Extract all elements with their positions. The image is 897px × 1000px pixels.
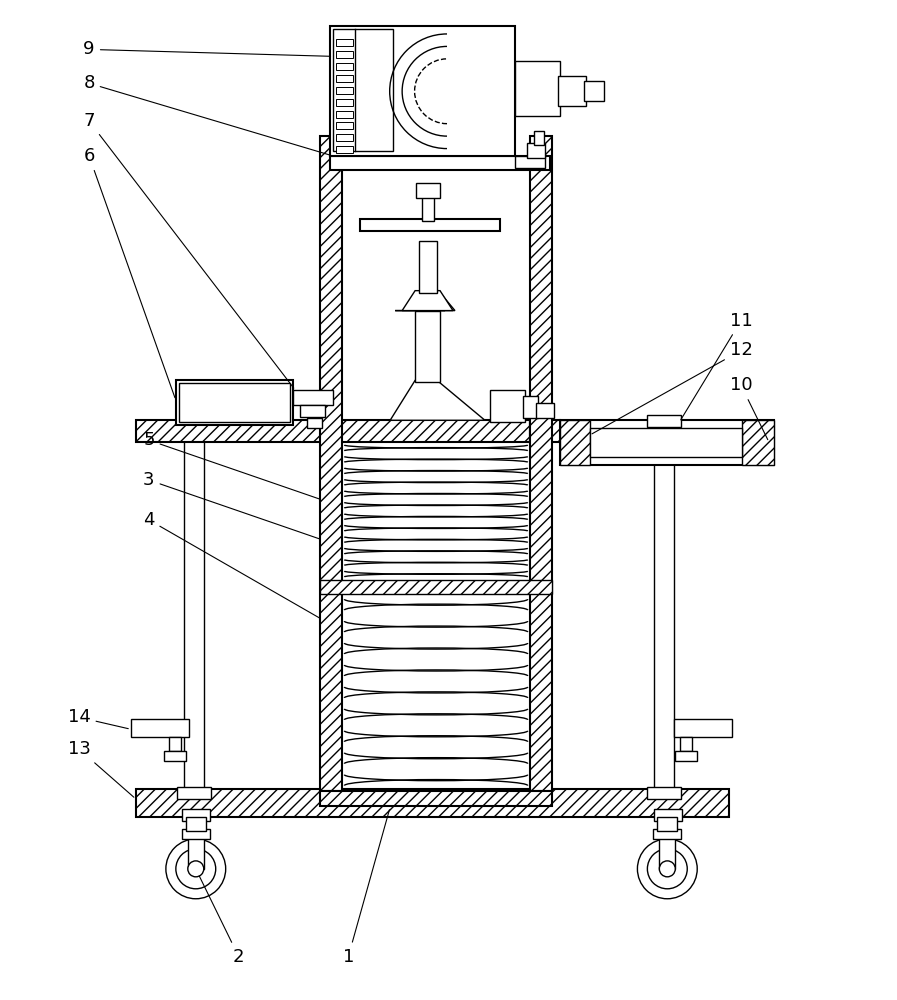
Bar — [336, 122, 353, 129]
Bar — [654, 809, 683, 821]
Bar — [527, 143, 544, 158]
Circle shape — [176, 849, 215, 889]
Bar — [336, 75, 353, 82]
Bar — [182, 809, 210, 821]
Polygon shape — [402, 291, 453, 311]
Text: 7: 7 — [83, 112, 294, 388]
Text: 4: 4 — [144, 511, 320, 618]
Circle shape — [166, 839, 226, 899]
Bar — [515, 61, 560, 116]
Bar — [648, 415, 682, 427]
Text: 10: 10 — [730, 376, 768, 440]
Bar — [653, 829, 682, 839]
Bar — [589, 428, 742, 457]
Bar — [169, 737, 181, 751]
Bar — [320, 580, 552, 594]
Text: 6: 6 — [83, 147, 175, 398]
Bar — [320, 791, 552, 806]
Bar — [530, 420, 560, 442]
Bar — [536, 403, 553, 418]
Bar — [659, 837, 675, 869]
Text: 8: 8 — [83, 74, 331, 155]
Text: 5: 5 — [144, 431, 319, 499]
Bar — [419, 241, 437, 293]
Bar — [187, 837, 204, 869]
Bar — [336, 134, 353, 141]
Bar — [182, 829, 210, 839]
Bar — [530, 136, 552, 791]
Bar — [336, 87, 353, 94]
Bar — [334, 29, 393, 151]
Text: 2: 2 — [197, 871, 244, 966]
Bar — [336, 111, 353, 118]
Bar — [742, 420, 774, 465]
Bar — [415, 311, 440, 382]
Bar — [336, 39, 353, 46]
Bar — [293, 390, 334, 405]
Text: 3: 3 — [144, 471, 319, 539]
Bar — [515, 156, 544, 168]
Bar — [584, 81, 604, 101]
Bar — [654, 425, 675, 789]
Bar — [680, 737, 692, 751]
Bar — [177, 415, 211, 427]
Bar — [181, 400, 206, 417]
Circle shape — [659, 861, 675, 877]
Bar — [490, 390, 525, 422]
Bar — [675, 719, 732, 737]
Bar — [560, 420, 774, 465]
Bar — [523, 396, 537, 418]
Bar — [560, 420, 589, 465]
Bar — [184, 425, 204, 789]
Bar — [648, 787, 682, 799]
Bar — [361, 219, 500, 231]
Bar — [336, 99, 353, 106]
Circle shape — [648, 849, 687, 889]
Bar — [336, 146, 353, 153]
Bar — [176, 380, 293, 425]
Bar — [179, 383, 291, 422]
Bar — [675, 751, 697, 761]
Bar — [336, 63, 353, 70]
Bar — [131, 719, 188, 737]
Bar — [534, 131, 544, 145]
Bar — [320, 136, 343, 791]
Text: 13: 13 — [67, 740, 134, 797]
Bar — [422, 196, 434, 221]
Bar — [330, 156, 550, 170]
Bar — [136, 420, 530, 442]
Polygon shape — [390, 380, 485, 420]
Bar — [300, 405, 326, 417]
Bar — [186, 817, 205, 831]
Bar — [136, 789, 729, 817]
Bar — [308, 418, 322, 428]
Bar — [416, 183, 440, 198]
Text: 9: 9 — [83, 40, 331, 58]
Text: 14: 14 — [67, 708, 128, 729]
Text: 1: 1 — [343, 810, 389, 966]
Text: 12: 12 — [592, 341, 753, 434]
Bar — [330, 26, 515, 156]
Text: 11: 11 — [681, 312, 753, 420]
Bar — [177, 787, 211, 799]
Bar — [164, 751, 186, 761]
Polygon shape — [396, 286, 455, 311]
Bar — [336, 51, 353, 58]
Circle shape — [638, 839, 697, 899]
Bar — [658, 817, 677, 831]
Bar — [558, 76, 586, 106]
Circle shape — [187, 861, 204, 877]
